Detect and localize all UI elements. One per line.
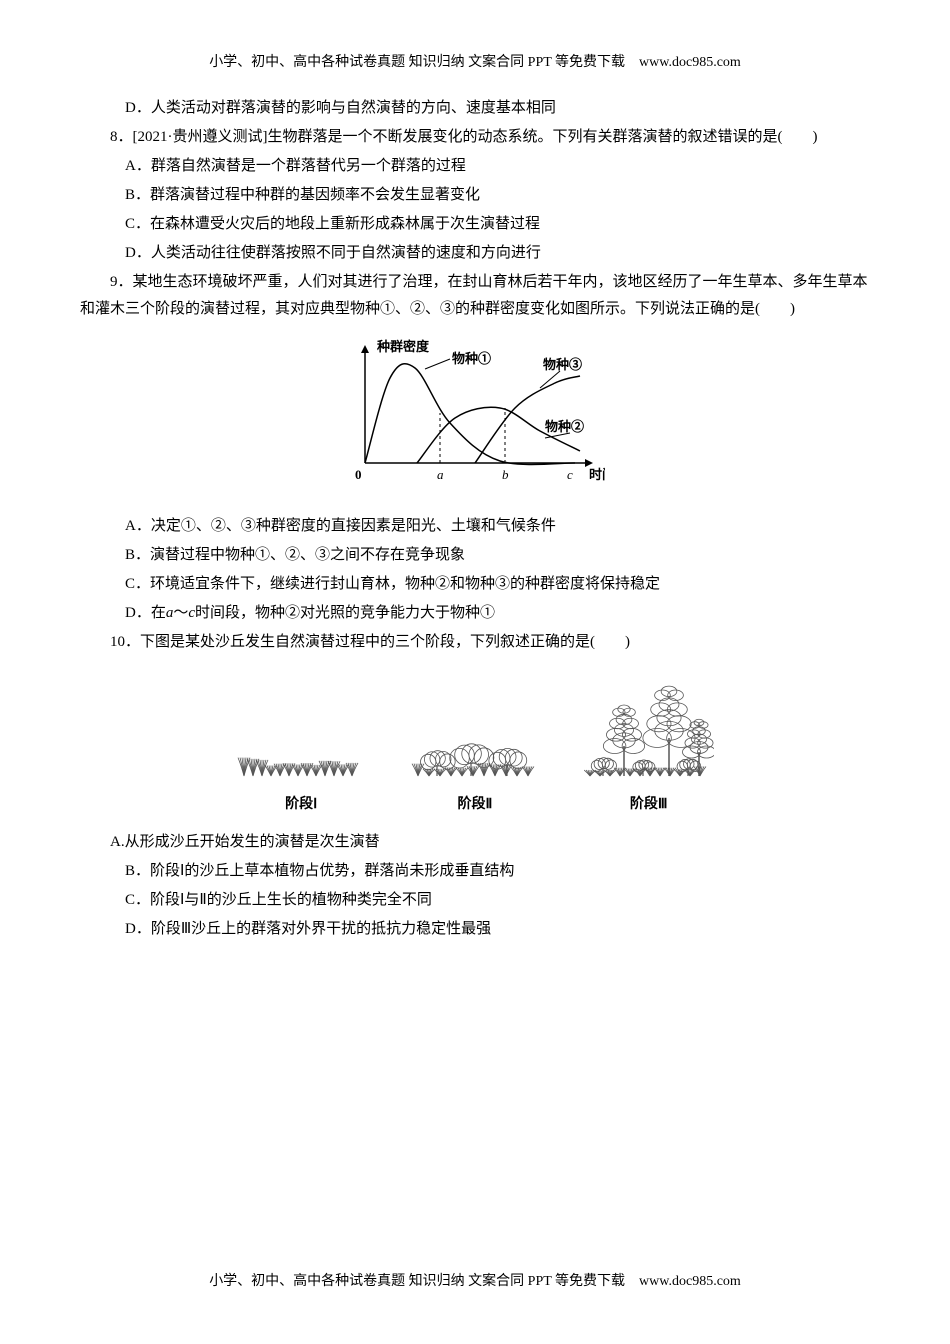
q10-option-a: A.从形成沙丘开始发生的演替是次生演替 — [80, 829, 870, 856]
q8-stem-b: ]生物群落是一个不断发展变化的动态系统。下列有关群落演替的叙述错误的是( ) — [263, 129, 818, 145]
stage-2-label: 阶段Ⅱ — [410, 792, 540, 817]
q8-option-d: D．人类活动往往使群落按照不同于自然演替的速度和方向进行 — [80, 240, 870, 267]
stage-1: 阶段Ⅰ — [236, 743, 366, 817]
svg-text:种群密度: 种群密度 — [376, 339, 430, 354]
stage-2: 阶段Ⅱ — [410, 708, 540, 817]
svg-text:a: a — [437, 467, 444, 482]
q9-option-c: C．环境适宜条件下，继续进行封山育林，物种②和物种③的种群密度将保持稳定 — [80, 571, 870, 598]
stage-1-svg — [236, 743, 366, 778]
stage-1-label: 阶段Ⅰ — [236, 792, 366, 817]
q10-stem: 10．下图是某处沙丘发生自然演替过程中的三个阶段，下列叙述正确的是( ) — [80, 629, 870, 656]
q8-stem: 8．[2021·贵州遵义测试]生物群落是一个不断发展变化的动态系统。下列有关群落… — [80, 124, 870, 151]
svg-text:物种③: 物种③ — [543, 357, 582, 372]
page-footer: 小学、初中、高中各种试卷真题 知识归纳 文案合同 PPT 等免费下载 www.d… — [0, 1269, 950, 1294]
q10-option-b: B．阶段Ⅰ的沙丘上草本植物占优势，群落尚未形成垂直结构 — [80, 858, 870, 885]
q7-option-d: D．人类活动对群落演替的影响与自然演替的方向、速度基本相同 — [80, 95, 870, 122]
stage-3-svg — [584, 668, 714, 778]
q8-stem-a: 8．[2021· — [110, 129, 173, 145]
q9-option-a: A．决定①、②、③种群密度的直接因素是阳光、土壤和气候条件 — [80, 513, 870, 540]
q10-option-c: C．阶段Ⅰ与Ⅱ的沙丘上生长的植物种类完全不同 — [80, 887, 870, 914]
svg-text:物种①: 物种① — [452, 351, 491, 366]
q8-option-c: C．在森林遭受火灾后的地段上重新形成森林属于次生演替过程 — [80, 211, 870, 238]
svg-text:时间: 时间 — [589, 467, 605, 482]
svg-text:b: b — [502, 467, 509, 482]
svg-text:物种②: 物种② — [545, 419, 584, 434]
q9-d-c: 时间段，物种②对光照的竞争能力大于物种① — [195, 605, 495, 621]
stage-3-label: 阶段Ⅲ — [584, 792, 714, 817]
succession-stages: 阶段Ⅰ 阶段Ⅱ 阶段Ⅲ — [80, 668, 870, 817]
q10-option-d: D．阶段Ⅲ沙丘上的群落对外界干扰的抵抗力稳定性最强 — [80, 916, 870, 943]
density-chart-svg: 种群密度时间 0 a b c 物种① 物种② 物种③ — [345, 333, 605, 493]
q8-stem-bold: 贵州遵义测试 — [173, 129, 263, 145]
density-chart: 种群密度时间 0 a b c 物种① 物种② 物种③ — [80, 333, 870, 503]
svg-text:c: c — [567, 467, 573, 482]
q9-d-a: D．在 — [125, 605, 166, 621]
stage-2-svg — [410, 708, 540, 778]
q9-option-d: D．在a～c时间段，物种②对光照的竞争能力大于物种① — [80, 600, 870, 627]
q8-option-b: B．群落演替过程中种群的基因频率不会发生显著变化 — [80, 182, 870, 209]
stage-3: 阶段Ⅲ — [584, 668, 714, 817]
page-header: 小学、初中、高中各种试卷真题 知识归纳 文案合同 PPT 等免费下载 www.d… — [80, 50, 870, 75]
q8-option-a: A．群落自然演替是一个群落替代另一个群落的过程 — [80, 153, 870, 180]
q9-stem: 9．某地生态环境破坏严重，人们对其进行了治理，在封山育林后若干年内，该地区经历了… — [80, 269, 870, 323]
q9-d-b: ～ — [173, 605, 188, 621]
svg-text:0: 0 — [355, 467, 362, 482]
q9-option-b: B．演替过程中物种①、②、③之间不存在竞争现象 — [80, 542, 870, 569]
